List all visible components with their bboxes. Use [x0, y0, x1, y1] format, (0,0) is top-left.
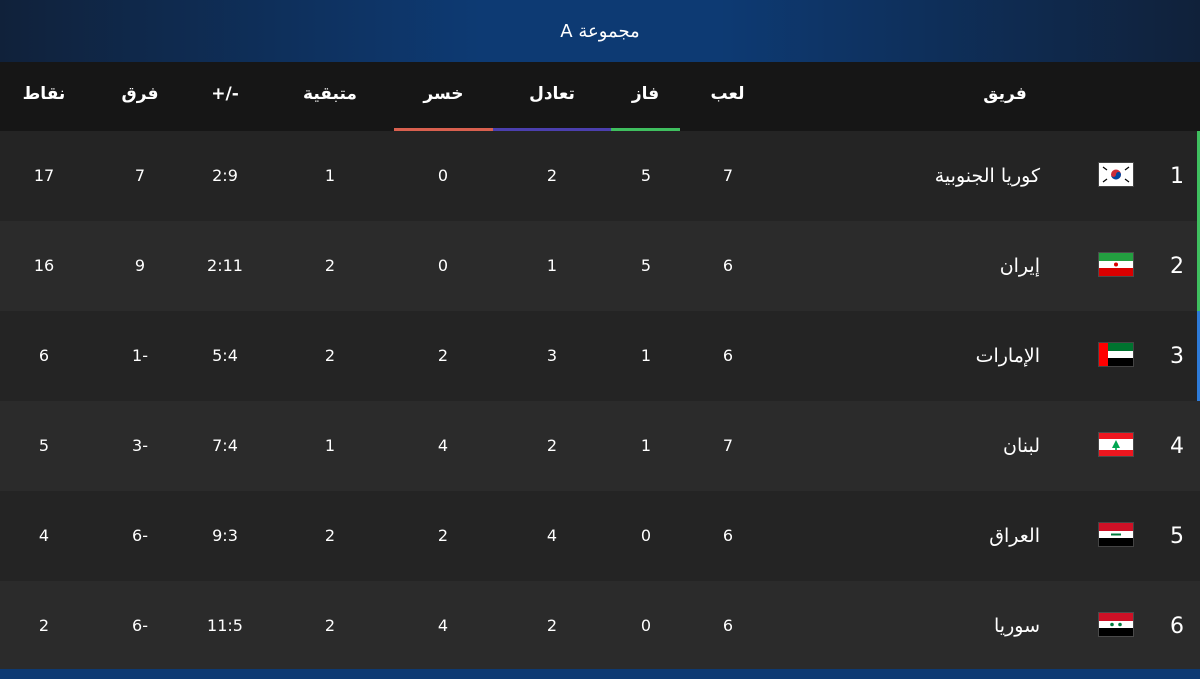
- goals: 2:11: [207, 256, 243, 275]
- goals: 2:9: [212, 166, 238, 185]
- remaining: 2: [324, 346, 336, 365]
- goal-diff: 7: [134, 166, 146, 185]
- table-row[interactable]: 5 العراق 6 0 4 2 2 9:3 6- 4: [0, 491, 1200, 581]
- table-row[interactable]: 1 كوريا الجنوبية 7 5 2 0 1 2:9 7 17: [0, 131, 1200, 221]
- table-row[interactable]: 6 سوريا 6 0 2 4 2 11:5 6- 2: [0, 581, 1200, 671]
- won: 0: [640, 526, 652, 545]
- col-points: نقاط: [22, 84, 66, 104]
- drawn: 2: [546, 166, 558, 185]
- drawn: 4: [546, 526, 558, 545]
- goals: 11:5: [207, 616, 243, 635]
- played: 7: [722, 436, 734, 455]
- lost: 2: [437, 346, 449, 365]
- won: 5: [640, 166, 652, 185]
- table-row[interactable]: 2 إيران 6 5 1 0 2 2:11 9 16: [0, 221, 1200, 311]
- points: 2: [38, 616, 50, 635]
- won: 1: [640, 346, 652, 365]
- table-header: فريق لعب فاز تعادل خسر متبقية +/- فرق نق…: [0, 62, 1200, 131]
- played: 7: [722, 166, 734, 185]
- col-lost: خسر: [394, 62, 493, 131]
- won: 1: [640, 436, 652, 455]
- footer-bar: [0, 669, 1200, 679]
- col-diff: فرق: [121, 84, 159, 104]
- rank: 6: [1170, 614, 1184, 639]
- group-header: مجموعة A: [0, 0, 1200, 62]
- group-title: مجموعة A: [560, 20, 640, 42]
- rank: 5: [1170, 524, 1184, 549]
- team-name: سوريا: [994, 615, 1040, 637]
- goal-diff: 3-: [132, 436, 148, 455]
- col-drawn: تعادل: [493, 62, 611, 131]
- lebanon-flag-icon: [1099, 433, 1133, 456]
- goal-diff: 6-: [132, 526, 148, 545]
- playoff-marker: [1197, 311, 1200, 401]
- goal-diff: 6-: [132, 616, 148, 635]
- drawn: 3: [546, 346, 558, 365]
- points: 5: [38, 436, 50, 455]
- won: 5: [640, 256, 652, 275]
- drawn-underline: [493, 128, 611, 131]
- rank: 4: [1170, 434, 1184, 459]
- lost: 0: [437, 166, 449, 185]
- team-name: كوريا الجنوبية: [934, 165, 1040, 187]
- played: 6: [722, 346, 734, 365]
- lost: 2: [437, 526, 449, 545]
- remaining: 2: [324, 526, 336, 545]
- rank: 2: [1170, 254, 1184, 279]
- remaining: 2: [324, 256, 336, 275]
- points: 17: [33, 166, 55, 185]
- team-name: الإمارات: [975, 345, 1040, 367]
- lost: 4: [437, 616, 449, 635]
- remaining: 1: [324, 166, 336, 185]
- col-team: فريق: [983, 84, 1027, 104]
- played: 6: [722, 256, 734, 275]
- goals: 5:4: [212, 346, 238, 365]
- team-name: إيران: [999, 255, 1040, 277]
- col-goals: +/-: [211, 84, 239, 104]
- lost: 0: [437, 256, 449, 275]
- points: 16: [33, 256, 55, 275]
- won: 0: [640, 616, 652, 635]
- table-row[interactable]: 4 لبنان 7 1 2 4 1 7:4 3- 5: [0, 401, 1200, 491]
- qualify-marker: [1197, 131, 1200, 221]
- points: 4: [38, 526, 50, 545]
- lost: 4: [437, 436, 449, 455]
- team-name: العراق: [989, 525, 1040, 547]
- goals: 9:3: [212, 526, 238, 545]
- drawn: 2: [546, 436, 558, 455]
- drawn: 1: [546, 256, 558, 275]
- team-name: لبنان: [1003, 435, 1040, 457]
- goal-diff: 9: [134, 256, 146, 275]
- iraq-flag-icon: [1099, 523, 1133, 546]
- goals: 7:4: [212, 436, 238, 455]
- col-played: لعب: [710, 84, 745, 104]
- rank: 1: [1170, 164, 1184, 189]
- drawn: 2: [546, 616, 558, 635]
- remaining: 2: [324, 616, 336, 635]
- table-row[interactable]: 3 الإمارات 6 1 3 2 2 5:4 1- 6: [0, 311, 1200, 401]
- lost-underline: [394, 128, 493, 131]
- remaining: 1: [324, 436, 336, 455]
- goal-diff: 1-: [132, 346, 148, 365]
- syria-flag-icon: [1099, 613, 1133, 636]
- col-won: فاز: [611, 62, 680, 131]
- qualify-marker: [1197, 221, 1200, 311]
- played: 6: [722, 616, 734, 635]
- points: 6: [38, 346, 50, 365]
- south-korea-flag-icon: [1099, 163, 1133, 186]
- played: 6: [722, 526, 734, 545]
- uae-flag-icon: [1099, 343, 1133, 366]
- rank: 3: [1170, 344, 1184, 369]
- won-underline: [611, 128, 680, 131]
- col-remaining: متبقية: [303, 84, 357, 104]
- iran-flag-icon: [1099, 253, 1133, 276]
